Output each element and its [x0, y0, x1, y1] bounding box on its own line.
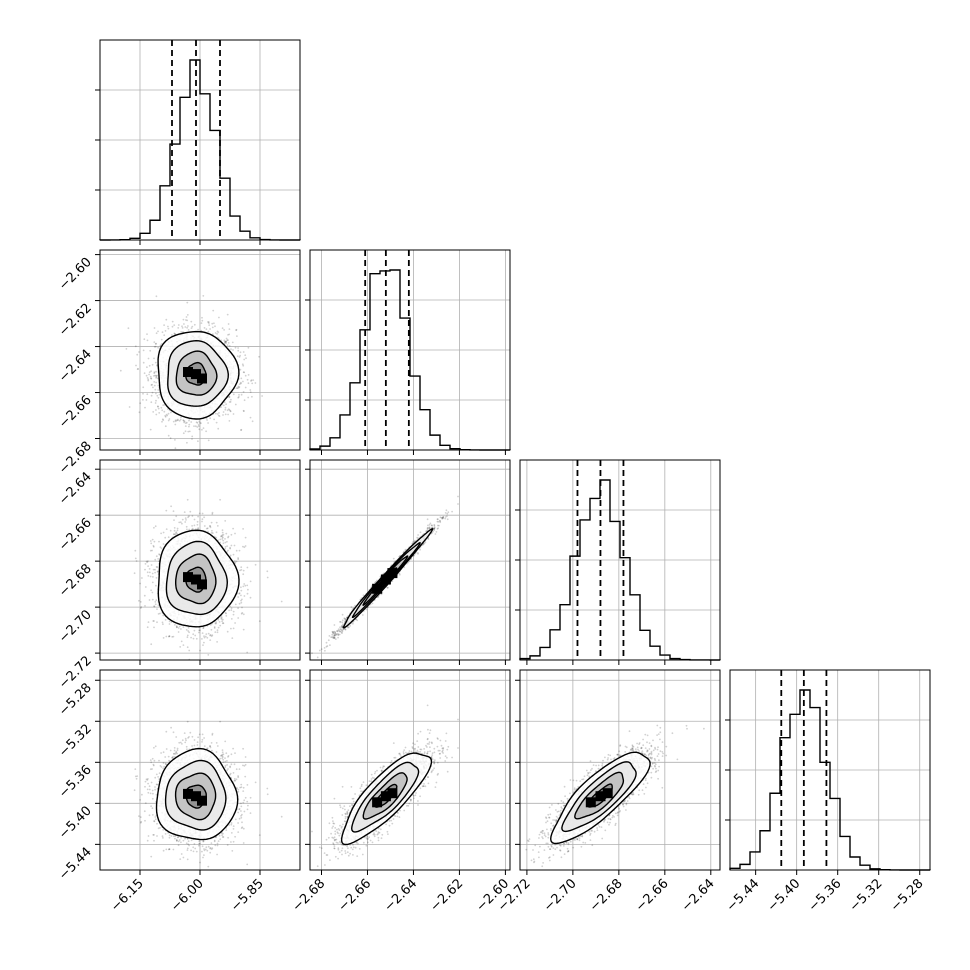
density-cell [372, 797, 383, 808]
contour-line [175, 350, 218, 396]
histogram-p3 [729, 689, 930, 871]
y-tick-label-p3: −5.44 [56, 845, 95, 884]
x-tick-label-p3: −5.36 [806, 876, 845, 915]
panel-2d-3-1 [311, 704, 459, 868]
contour-line [157, 330, 240, 420]
panel-grid-3-1 [310, 670, 510, 870]
panel-frame-0-0 [99, 39, 301, 241]
density-cell [183, 367, 193, 377]
density-cell [197, 373, 207, 384]
density-cell [197, 579, 207, 590]
x-tick-label-p1: −2.66 [336, 876, 375, 915]
density-cell [380, 791, 391, 802]
y-tick-label-p1: −2.62 [56, 301, 95, 340]
y-tick-label-p2: −2.70 [56, 607, 95, 646]
panel-frame-2-1 [309, 459, 511, 661]
x-tick-label-p2: −2.68 [587, 876, 626, 915]
panel-2d-2-0 [133, 498, 283, 660]
density-cell [602, 788, 613, 799]
density-cell [191, 791, 201, 802]
y-tick-label-p3: −5.40 [56, 804, 95, 843]
contour-line [340, 752, 433, 846]
density-cell [387, 788, 398, 799]
contour-line [561, 761, 637, 833]
x-tick-label-p0: −5.85 [228, 876, 267, 915]
density-cell [387, 568, 398, 579]
panel-grid-1-0 [100, 250, 300, 450]
y-tick-label-p1: −2.66 [56, 393, 95, 432]
y-tick-label-p1: −2.60 [56, 255, 95, 294]
x-tick-label-p3: −5.32 [847, 876, 886, 915]
panel-grid-2-2 [520, 460, 720, 660]
x-tick-label-p3: −5.40 [765, 876, 804, 915]
x-tick-label-p3: −5.28 [888, 876, 927, 915]
panel-frame-1-0 [99, 249, 301, 451]
density-cell [595, 791, 606, 802]
x-tick-label-p0: −6.15 [108, 876, 147, 915]
contour-line [549, 751, 651, 845]
density-cell [585, 797, 596, 808]
density-cell [191, 369, 201, 380]
density-cell [372, 583, 383, 594]
panel-frame-2-0 [99, 459, 301, 661]
panel-frame-1-1 [309, 249, 511, 451]
x-tick-label-p1: −2.62 [427, 876, 466, 915]
y-tick-label-p3: −5.32 [56, 722, 95, 761]
y-tick-label-p1: −2.68 [56, 439, 95, 478]
contour-line [174, 772, 217, 821]
panel-frame-3-3 [729, 669, 931, 871]
x-tick-label-p2: −2.64 [679, 876, 718, 915]
y-tick-label-p3: −5.36 [56, 763, 95, 802]
panel-2d-2-1 [311, 495, 459, 659]
x-tick-label-p2: −2.66 [633, 876, 672, 915]
density-cell [183, 788, 193, 799]
panel-2d-3-2 [525, 724, 705, 868]
y-tick-label-p2: −2.64 [56, 469, 95, 508]
x-tick-label-p0: −6.00 [168, 876, 207, 915]
contour-line [175, 553, 217, 605]
histogram-p2 [519, 479, 721, 661]
panel-2d-1-0 [119, 295, 263, 450]
panel-frame-3-2 [519, 669, 721, 871]
contour-line [165, 540, 229, 616]
y-tick-label-p2: −2.66 [56, 515, 95, 554]
density-cell [191, 574, 201, 585]
panel-2d-3-0 [133, 720, 283, 868]
y-tick-label-p2: −2.68 [56, 561, 95, 600]
contour-line [342, 528, 434, 629]
histogram-p1 [309, 269, 510, 451]
density-cell [197, 795, 207, 806]
panel-frame-3-0 [99, 669, 301, 871]
contour-line [157, 529, 240, 628]
density-cell [380, 574, 391, 585]
panel-frame-3-1 [309, 669, 511, 871]
density-cell [183, 572, 193, 583]
x-tick-label-p2: −2.70 [541, 876, 580, 915]
contour-line [351, 541, 421, 618]
contour-line [155, 747, 239, 841]
contour-line [350, 761, 420, 833]
contour-line [164, 759, 227, 831]
panel-grid-2-1 [310, 460, 510, 660]
contour-line [167, 339, 230, 407]
panel-grid-3-3 [730, 670, 930, 870]
x-tick-label-p3: −5.44 [724, 876, 763, 915]
x-tick-label-p1: −2.64 [381, 876, 420, 915]
x-tick-label-p1: −2.68 [290, 876, 329, 915]
panel-frame-2-2 [519, 459, 721, 661]
y-tick-label-p1: −2.64 [56, 347, 95, 386]
